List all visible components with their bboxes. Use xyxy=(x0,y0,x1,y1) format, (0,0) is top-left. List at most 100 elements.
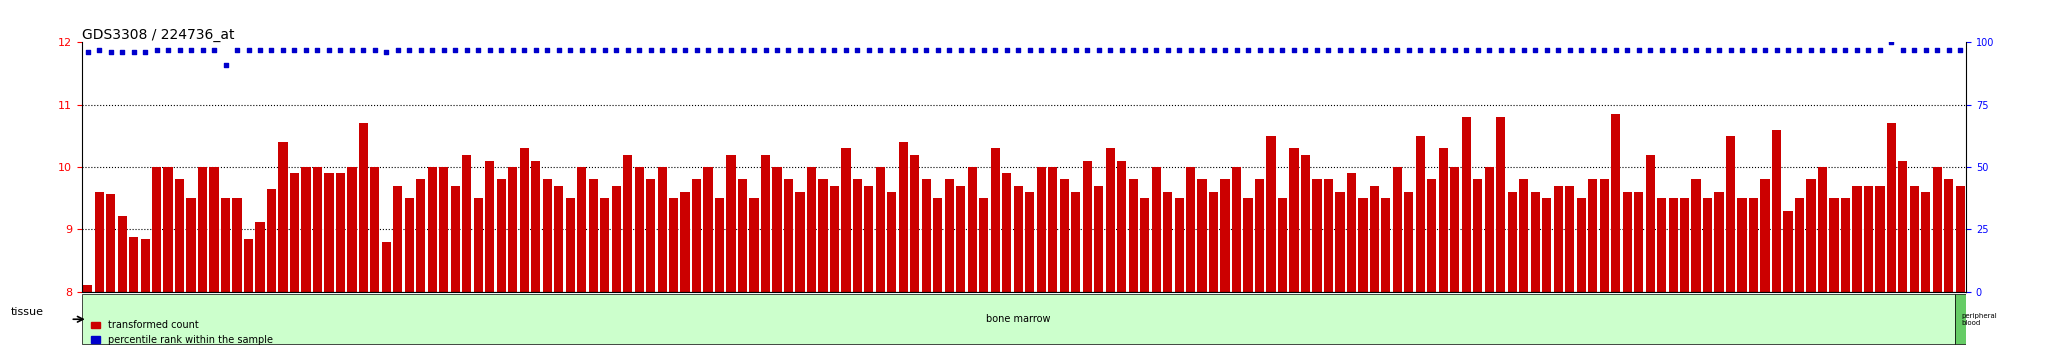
Point xyxy=(657,47,690,53)
Point xyxy=(186,47,219,53)
Bar xyxy=(1829,198,1839,292)
Point xyxy=(1851,47,1884,53)
Bar xyxy=(1290,148,1298,292)
Bar xyxy=(1540,42,1552,292)
Point xyxy=(266,47,299,53)
Bar xyxy=(381,42,391,292)
Bar xyxy=(934,198,942,292)
Bar xyxy=(1403,42,1415,292)
Point xyxy=(1864,47,1896,53)
Point xyxy=(610,47,643,53)
Bar xyxy=(1956,186,1964,292)
Bar xyxy=(909,42,922,292)
Bar xyxy=(1141,198,1149,292)
Bar xyxy=(209,167,219,292)
Point xyxy=(1921,47,1954,53)
Bar xyxy=(610,42,623,292)
Point xyxy=(403,47,436,53)
Bar xyxy=(231,42,244,292)
Bar xyxy=(1049,167,1057,292)
Bar xyxy=(989,42,1001,292)
Bar xyxy=(451,42,461,292)
Bar xyxy=(1944,42,1954,292)
Bar xyxy=(438,42,451,292)
Text: bone marrow: bone marrow xyxy=(985,314,1051,324)
Point xyxy=(1772,47,1804,53)
Bar xyxy=(1243,198,1253,292)
Point xyxy=(117,50,150,55)
Bar xyxy=(1151,167,1161,292)
Bar xyxy=(1405,192,1413,292)
Bar xyxy=(760,42,772,292)
Point xyxy=(1427,47,1460,53)
Point xyxy=(760,47,793,53)
Bar xyxy=(1253,42,1266,292)
Point xyxy=(750,47,782,53)
Bar xyxy=(141,239,150,292)
Bar xyxy=(219,42,231,292)
Bar xyxy=(877,167,885,292)
Bar xyxy=(932,42,944,292)
Bar xyxy=(1393,167,1403,292)
Bar xyxy=(1288,42,1300,292)
Bar xyxy=(979,198,989,292)
Point xyxy=(922,47,954,53)
Bar xyxy=(1622,42,1632,292)
Bar xyxy=(186,198,197,292)
Point xyxy=(428,47,461,53)
Bar xyxy=(1794,42,1804,292)
Bar xyxy=(1610,42,1622,292)
Bar xyxy=(727,155,735,292)
Bar xyxy=(715,198,725,292)
Bar xyxy=(805,42,817,292)
Point xyxy=(1669,47,1702,53)
Point xyxy=(1794,47,1827,53)
Bar xyxy=(1921,42,1931,292)
Point xyxy=(520,47,553,53)
Bar xyxy=(657,167,668,292)
Bar xyxy=(897,42,909,292)
Point xyxy=(909,47,942,53)
Bar xyxy=(1804,42,1817,292)
Bar xyxy=(197,42,209,292)
Bar xyxy=(702,167,713,292)
Point xyxy=(635,47,668,53)
Bar xyxy=(750,198,758,292)
Bar xyxy=(1233,167,1241,292)
Bar xyxy=(772,167,782,292)
Bar xyxy=(715,42,725,292)
Point xyxy=(967,47,999,53)
Bar xyxy=(1704,198,1712,292)
Bar xyxy=(1667,42,1679,292)
Bar xyxy=(1415,42,1425,292)
Bar xyxy=(1198,179,1206,292)
Bar xyxy=(1186,167,1196,292)
Bar xyxy=(1462,117,1470,292)
Bar xyxy=(909,155,920,292)
Point xyxy=(530,47,563,53)
Bar xyxy=(311,42,324,292)
Bar xyxy=(1174,42,1186,292)
Point xyxy=(244,47,276,53)
Bar xyxy=(1565,186,1575,292)
Bar xyxy=(1380,198,1391,292)
Text: GDS3308 / 224736_at: GDS3308 / 224736_at xyxy=(82,28,233,42)
Point xyxy=(1898,47,1931,53)
Bar xyxy=(1393,42,1403,292)
Bar xyxy=(117,42,127,292)
Bar xyxy=(1575,42,1587,292)
Bar xyxy=(1001,42,1012,292)
Bar xyxy=(369,42,381,292)
Bar xyxy=(334,42,346,292)
Bar xyxy=(645,42,655,292)
Bar xyxy=(1266,42,1276,292)
Bar xyxy=(117,216,127,292)
Point xyxy=(1243,47,1276,53)
Bar xyxy=(635,167,643,292)
Point xyxy=(289,47,322,53)
Point xyxy=(301,47,334,53)
Bar xyxy=(565,42,575,292)
Bar xyxy=(483,42,496,292)
Point xyxy=(1806,47,1839,53)
Bar xyxy=(508,167,518,292)
